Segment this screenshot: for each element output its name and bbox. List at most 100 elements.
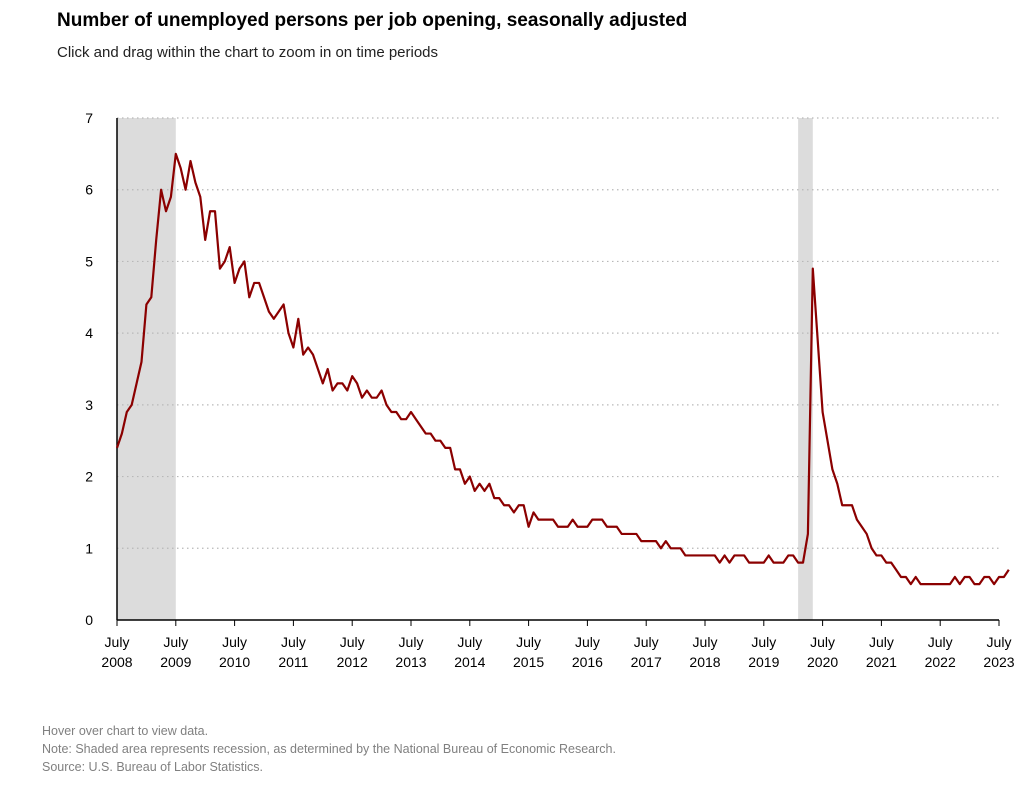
data-point[interactable] [722,553,727,558]
data-point[interactable] [952,574,957,579]
data-point[interactable] [232,280,237,285]
data-point[interactable] [335,381,340,386]
data-point[interactable] [747,560,752,565]
data-point[interactable] [972,582,977,587]
data-point[interactable] [291,345,296,350]
data-point[interactable] [428,431,433,436]
data-point[interactable] [884,560,889,565]
data-point[interactable] [894,567,899,572]
data-point[interactable] [923,582,928,587]
data-point[interactable] [673,546,678,551]
data-point[interactable] [997,574,1002,579]
series[interactable] [115,151,1012,586]
data-point[interactable] [168,194,173,199]
data-point[interactable] [600,517,605,522]
data-point[interactable] [693,553,698,558]
data-point[interactable] [575,524,580,529]
data-point[interactable] [1006,567,1011,572]
data-point[interactable] [810,266,815,271]
data-point[interactable] [908,582,913,587]
data-point[interactable] [492,496,497,501]
data-point[interactable] [889,560,894,565]
data-point[interactable] [281,302,286,307]
data-point[interactable] [688,553,693,558]
data-point[interactable] [301,352,306,357]
data-point[interactable] [472,488,477,493]
data-point[interactable] [654,539,659,544]
data-point[interactable] [227,245,232,250]
series-line-1[interactable] [115,152,1010,586]
data-point[interactable] [703,553,708,558]
data-point[interactable] [139,359,144,364]
data-point[interactable] [119,431,124,436]
data-point[interactable] [394,410,399,415]
data-point[interactable] [311,352,316,357]
data-point[interactable] [756,560,761,565]
data-point[interactable] [477,481,482,486]
data-point[interactable] [350,374,355,379]
data-point[interactable] [874,553,879,558]
data-point[interactable] [487,481,492,486]
data-point[interactable] [178,166,183,171]
data-point[interactable] [629,531,634,536]
data-point[interactable] [164,209,169,214]
data-point[interactable] [752,560,757,565]
data-point[interactable] [854,517,859,522]
data-point[interactable] [511,510,516,515]
data-point[interactable] [482,488,487,493]
data-point[interactable] [840,503,845,508]
data-point[interactable] [644,539,649,544]
data-point[interactable] [982,574,987,579]
data-point[interactable] [565,524,570,529]
data-point[interactable] [830,467,835,472]
data-point[interactable] [698,553,703,558]
data-point[interactable] [286,331,291,336]
data-point[interactable] [869,546,874,551]
data-point[interactable] [325,367,330,372]
data-point[interactable] [159,187,164,192]
data-point[interactable] [458,467,463,472]
data-point[interactable] [987,574,992,579]
data-point[interactable] [541,517,546,522]
data-point[interactable] [962,574,967,579]
data-point[interactable] [707,553,712,558]
data-point[interactable] [859,524,864,529]
data-point[interactable] [595,517,600,522]
data-point[interactable] [791,553,796,558]
data-point[interactable] [266,309,271,314]
data-point[interactable] [516,503,521,508]
data-point[interactable] [129,402,134,407]
data-point[interactable] [306,345,311,350]
data-point[interactable] [208,209,213,214]
data-point[interactable] [913,574,918,579]
data-point[interactable] [560,524,565,529]
data-point[interactable] [252,280,257,285]
data-point[interactable] [609,524,614,529]
data-point[interactable] [727,560,732,565]
data-point[interactable] [315,367,320,372]
data-point[interactable] [957,582,962,587]
data-point[interactable] [144,302,149,307]
data-point[interactable] [590,517,595,522]
data-point[interactable] [943,582,948,587]
data-point[interactable] [379,388,384,393]
data-point[interactable] [668,546,673,551]
data-point[interactable] [683,553,688,558]
data-point[interactable] [271,316,276,321]
data-point[interactable] [766,553,771,558]
data-point[interactable] [879,553,884,558]
data-point[interactable] [409,410,414,415]
data-point[interactable] [1001,574,1006,579]
data-point[interactable] [453,467,458,472]
data-point[interactable] [992,582,997,587]
data-point[interactable] [771,560,776,565]
data-point[interactable] [124,410,129,415]
data-point[interactable] [899,574,904,579]
data-point[interactable] [639,539,644,544]
data-point[interactable] [384,402,389,407]
data-point[interactable] [825,438,830,443]
data-point[interactable] [423,431,428,436]
data-point[interactable] [967,574,972,579]
data-point[interactable] [815,338,820,343]
data-point[interactable] [389,410,394,415]
